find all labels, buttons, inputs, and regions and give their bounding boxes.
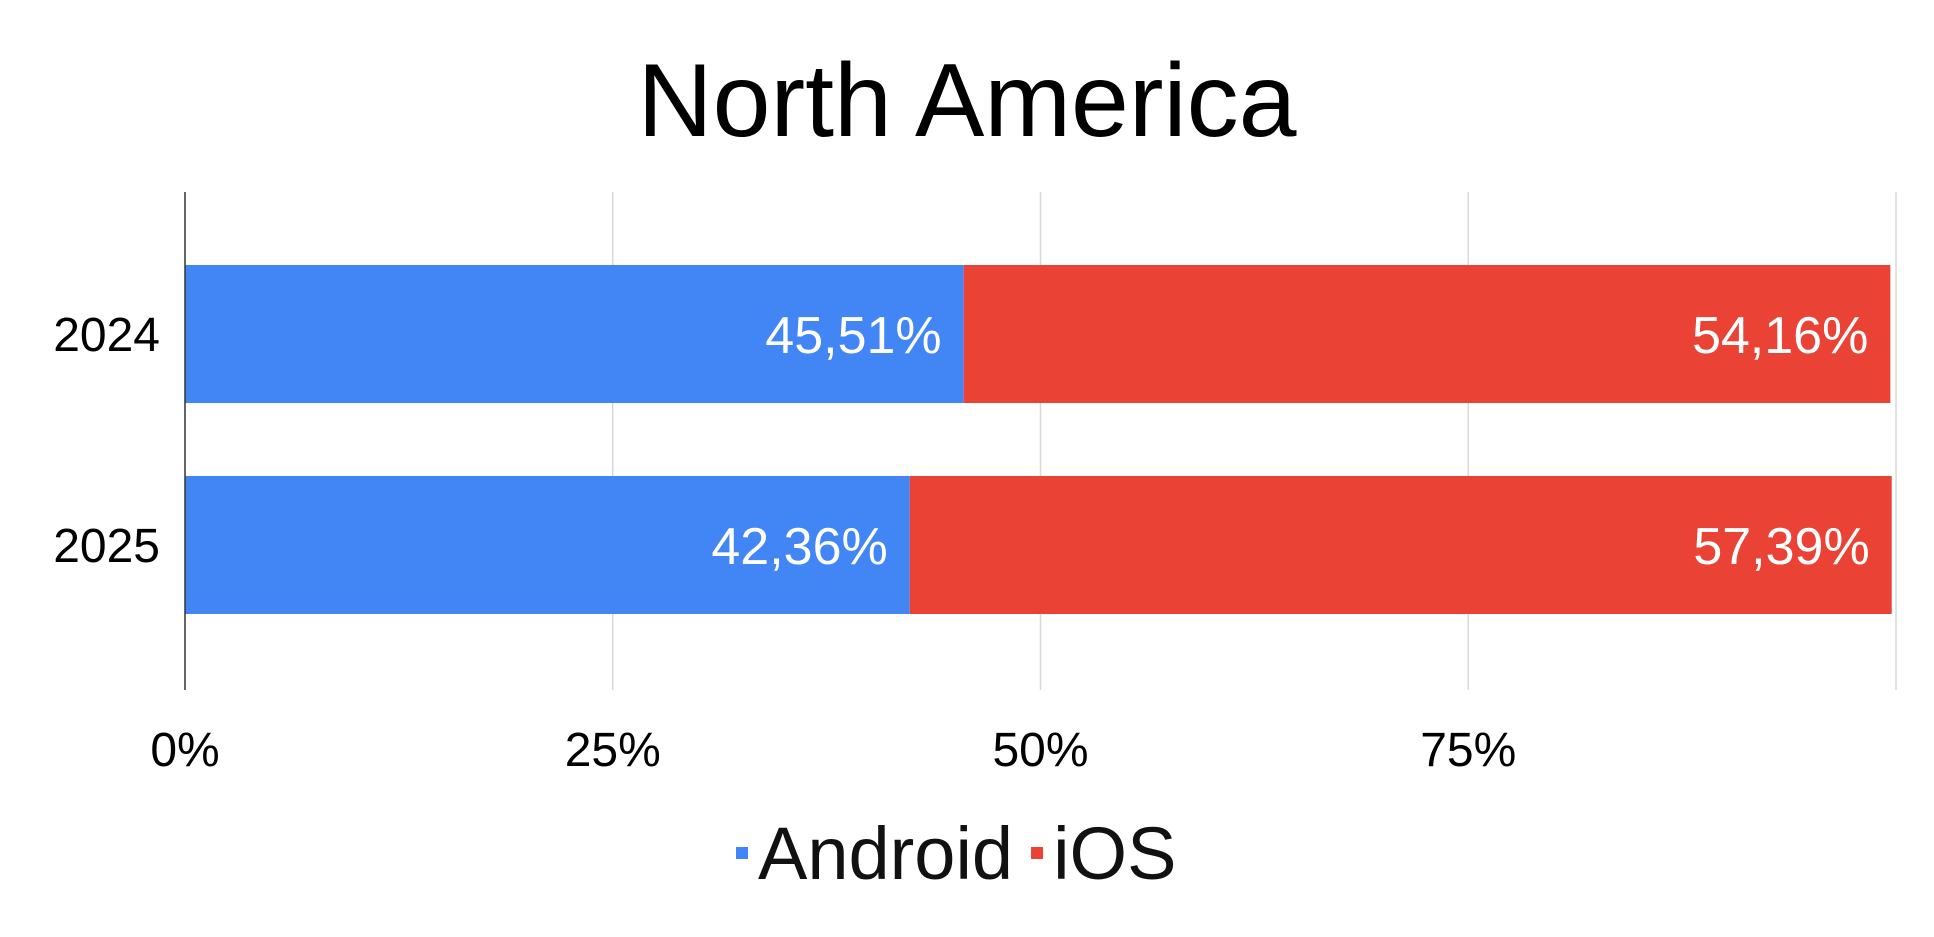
data-label: 54,16%: [1692, 307, 1868, 365]
bar-android-2025: [185, 476, 910, 614]
x-tick-label: 50%: [992, 724, 1088, 777]
category-labels: 2024 2025: [53, 309, 160, 573]
legend-swatch-android: [736, 847, 748, 859]
x-axis-tick-labels: 0% 25% 50% 75%: [150, 724, 1516, 777]
bar-android-2024: [185, 265, 964, 403]
data-label: 57,39%: [1693, 518, 1869, 576]
category-label: 2025: [53, 520, 160, 573]
category-label: 2024: [53, 309, 160, 362]
chart-title: North America: [638, 43, 1297, 159]
x-tick-label: 0%: [150, 724, 219, 777]
data-label: 42,36%: [711, 518, 887, 576]
data-label: 45,51%: [765, 307, 941, 365]
bars: [185, 265, 1892, 614]
x-tick-label: 25%: [565, 724, 661, 777]
legend: Android iOS: [736, 812, 1176, 895]
value-labels: 45,51% 54,16% 42,36% 57,39%: [711, 307, 1869, 576]
legend-label-android: Android: [758, 812, 1013, 895]
x-tick-label: 75%: [1420, 724, 1516, 777]
legend-swatch-ios: [1031, 847, 1044, 859]
bar-ios-2025: [909, 476, 1892, 614]
legend-label-ios: iOS: [1053, 812, 1176, 895]
bar-ios-2024: [963, 265, 1891, 403]
